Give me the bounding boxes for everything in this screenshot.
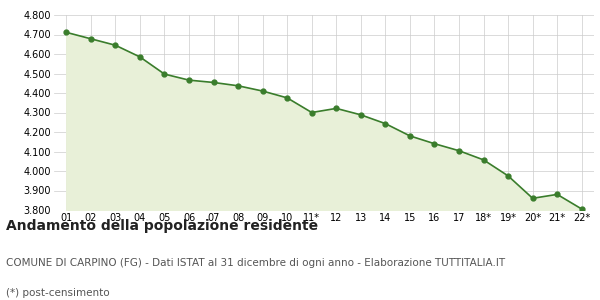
Text: COMUNE DI CARPINO (FG) - Dati ISTAT al 31 dicembre di ogni anno - Elaborazione T: COMUNE DI CARPINO (FG) - Dati ISTAT al 3… bbox=[6, 258, 505, 268]
Text: (*) post-censimento: (*) post-censimento bbox=[6, 288, 110, 298]
Text: Andamento della popolazione residente: Andamento della popolazione residente bbox=[6, 219, 318, 233]
